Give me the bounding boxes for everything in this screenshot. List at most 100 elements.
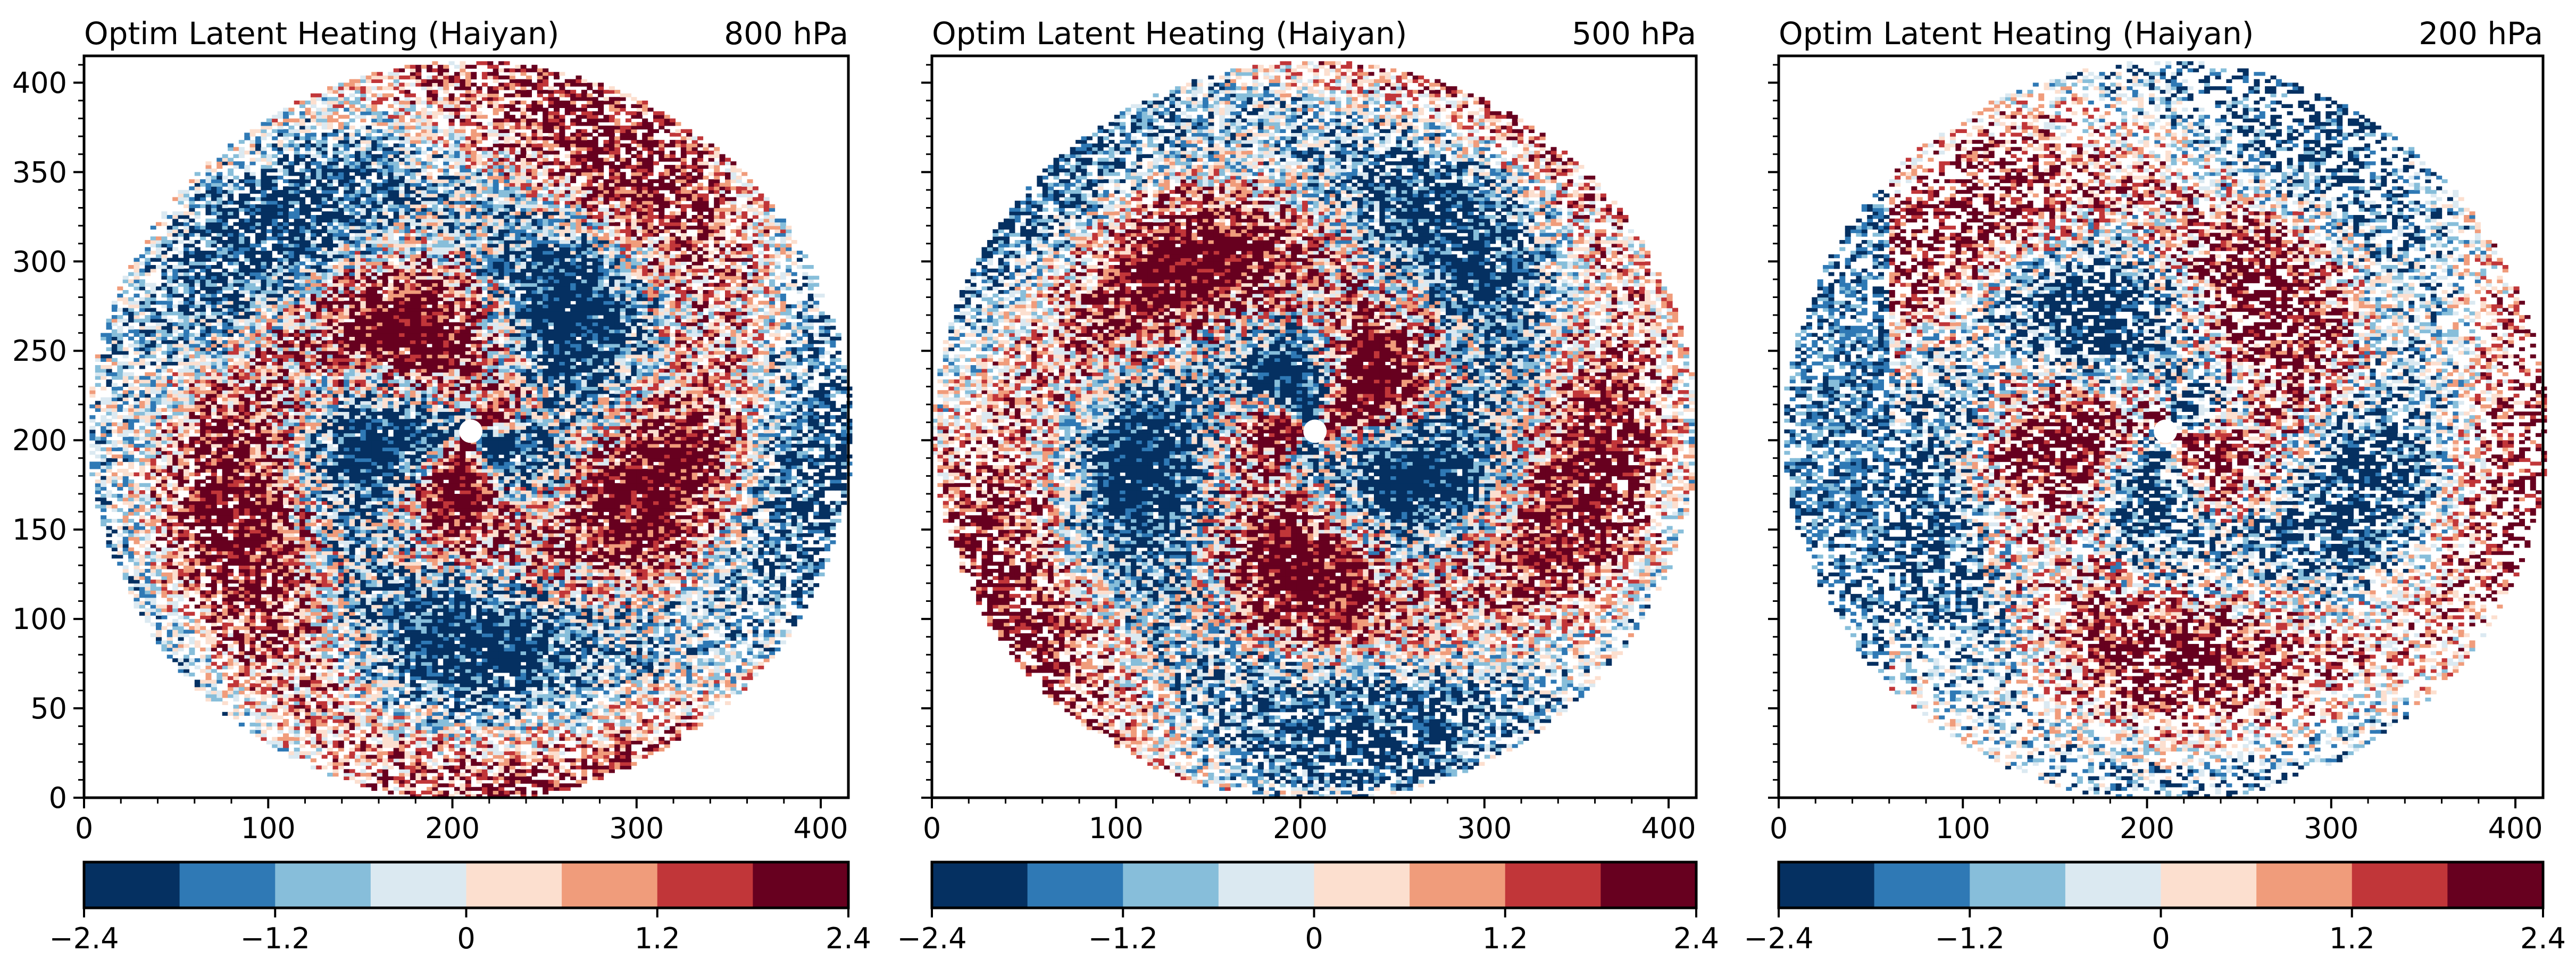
heat-cell [405,658,411,662]
heat-cell [465,730,471,733]
heat-cell [283,748,289,751]
heat-cell [510,698,515,701]
heat-cell [382,723,388,726]
heat-cell [278,705,284,708]
heat-cell [609,698,615,701]
heat-cell [471,683,477,687]
heat-cell [432,769,438,773]
heat-cell [410,694,416,698]
heat-cell [676,698,681,701]
heat-cell [460,791,465,795]
heat-cell [631,640,637,644]
heat-cell [432,716,438,719]
heat-cell [493,687,499,691]
heat-cell [548,676,554,680]
heat-cell [255,719,261,723]
heat-cell [515,773,521,776]
heat-cell [570,651,576,655]
heat-cell [421,648,427,651]
heat-cell [415,744,421,748]
heat-cell [244,698,250,701]
heat-cell [531,723,537,726]
heat-cell [239,691,245,694]
heat-cell [239,712,245,716]
heat-cell [184,644,189,648]
heat-cell [515,723,521,726]
heat-cell [294,665,300,669]
heat-cell [294,648,300,651]
heat-cell [388,744,394,748]
heat-cell [278,691,284,694]
heat-cell [283,644,289,648]
heat-cell [576,655,582,658]
heat-cell [299,648,305,651]
heat-cell [570,687,576,691]
heat-cell [161,640,167,644]
heat-cell [244,712,250,716]
heat-cell [626,751,631,755]
heat-cell [465,669,471,673]
heat-cell [593,687,598,691]
heat-cell [537,751,543,755]
heat-cell [371,712,377,716]
heat-cell [648,665,654,669]
heat-cell [614,701,620,705]
heat-cell [454,758,460,762]
heat-cell [477,776,482,780]
heat-cell [250,662,256,666]
heat-cell [664,665,670,669]
heat-cell [648,723,654,726]
heat-cell [394,669,399,673]
heat-cell [764,648,770,651]
heat-cell [222,673,228,676]
heat-cell [349,651,355,655]
heat-cell [377,744,383,748]
heat-cell [664,648,670,651]
heat-cell [211,687,217,691]
heat-cell [388,733,394,737]
heat-cell [504,669,510,673]
heat-cell [697,705,703,708]
heat-cell [322,708,328,712]
heat-cell [587,676,593,680]
heat-cell [410,751,416,755]
heat-cell [620,691,626,694]
heat-cell [482,758,488,762]
heat-cell [388,716,394,719]
heat-cell [493,691,499,694]
heat-cell [642,687,648,691]
heat-cell [234,637,239,641]
heat-cell [670,665,676,669]
heat-cell [344,651,349,655]
heat-cell [239,665,245,669]
heat-cell [415,708,421,712]
heat-cell [515,683,521,687]
heat-cell [720,669,726,673]
heat-cell [736,640,742,644]
heat-cell [559,776,565,780]
heat-cell [399,758,405,762]
heat-cell [714,694,720,698]
heat-cell [432,780,438,783]
heat-cell [460,783,465,787]
heat-cell [681,669,687,673]
heat-cell [382,766,388,770]
heat-cell [548,741,554,744]
heat-cell [388,683,394,687]
heat-cell [725,673,731,676]
heat-cell [554,712,560,716]
heat-cell [626,748,631,751]
heat-cell [482,741,488,744]
heat-cell [333,719,339,723]
heat-cell [294,730,300,733]
heat-cell [377,712,383,716]
heat-cell [449,669,455,673]
heat-cell [664,683,670,687]
heat-cell [697,658,703,662]
heat-cell [322,676,328,680]
heat-cell [338,665,344,669]
heat-cell [493,780,499,783]
heat-cell [438,791,444,795]
heat-cell [620,680,626,683]
heat-cell [228,655,234,658]
